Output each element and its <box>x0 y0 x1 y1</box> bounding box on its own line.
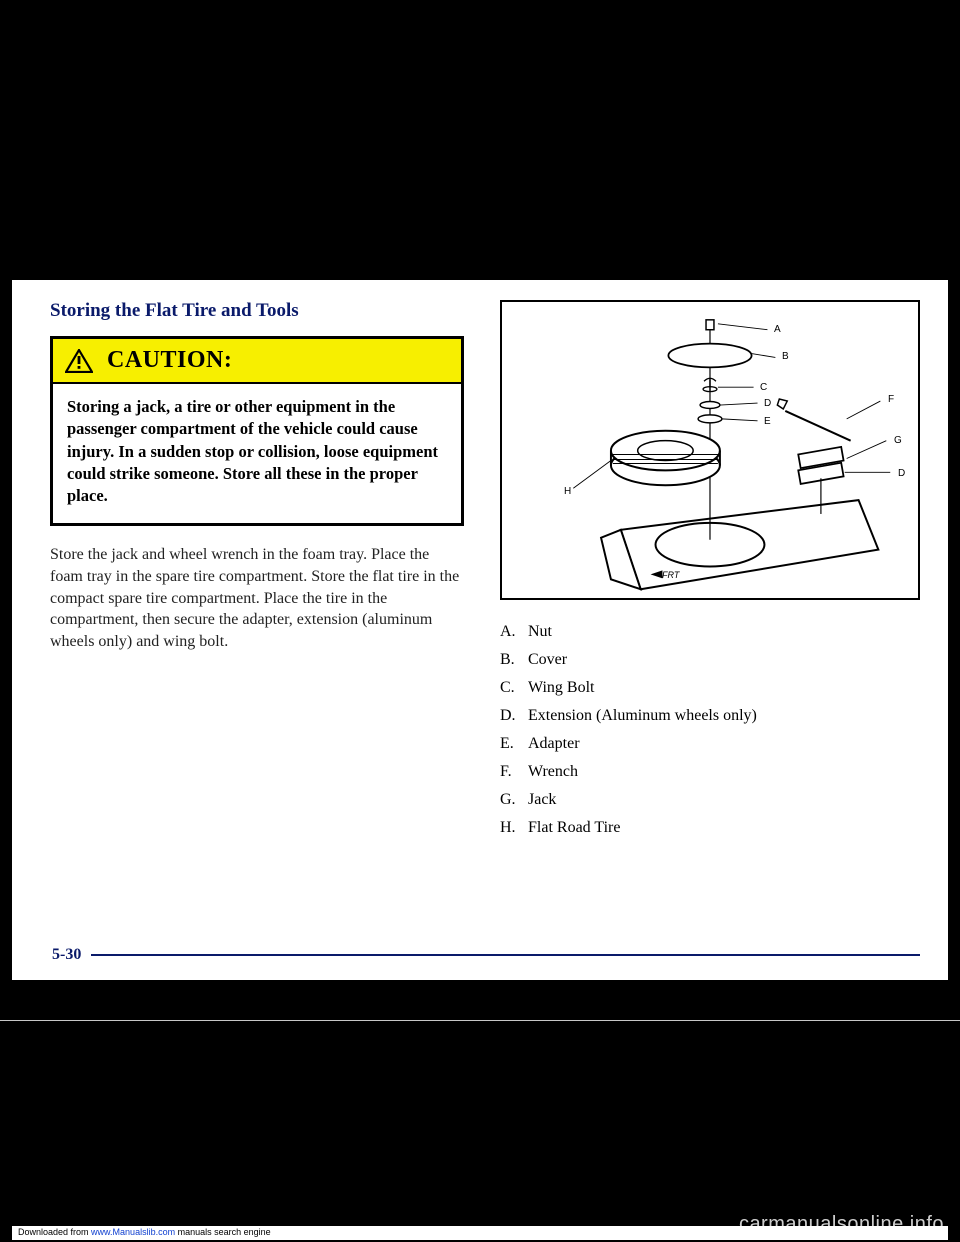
legend-text: Jack <box>528 786 556 814</box>
legend-row: D. Extension (Aluminum wheels only) <box>500 702 920 730</box>
legend-letter: D. <box>500 702 520 730</box>
legend-letter: B. <box>500 646 520 674</box>
legend-letter: A. <box>500 618 520 646</box>
legend-letter: C. <box>500 674 520 702</box>
legend-text: Nut <box>528 618 552 646</box>
diagram-label-H: H <box>564 486 571 497</box>
legend-letter: E. <box>500 730 520 758</box>
diagram-label-E: E <box>764 416 771 427</box>
legend-row: C. Wing Bolt <box>500 674 920 702</box>
caution-body: Storing a jack, a tire or other equipmen… <box>53 384 461 523</box>
legend-row: F. Wrench <box>500 758 920 786</box>
manual-page: Storing the Flat Tire and Tools CAUTION:… <box>12 280 948 980</box>
separator-line <box>0 1020 960 1021</box>
legend-text: Wrench <box>528 758 578 786</box>
download-suffix: manuals search engine <box>175 1227 271 1237</box>
diagram-label-D2: D <box>898 468 905 479</box>
legend-row: B. Cover <box>500 646 920 674</box>
legend-letter: G. <box>500 786 520 814</box>
footer-rule <box>91 954 920 956</box>
left-column: Storing the Flat Tire and Tools CAUTION:… <box>50 300 464 842</box>
legend-letter: F. <box>500 758 520 786</box>
warning-triangle-icon <box>65 349 93 373</box>
legend-row: E. Adapter <box>500 730 920 758</box>
legend-row: H. Flat Road Tire <box>500 814 920 842</box>
legend-row: G. Jack <box>500 786 920 814</box>
legend-text: Cover <box>528 646 567 674</box>
legend-letter: H. <box>500 814 520 842</box>
parts-legend: A. Nut B. Cover C. Wing Bolt D. Extensio… <box>500 618 920 842</box>
diagram-label-F: F <box>888 394 894 405</box>
caution-box: CAUTION: Storing a jack, a tire or other… <box>50 336 464 526</box>
legend-text: Extension (Aluminum wheels only) <box>528 702 757 730</box>
caution-title: CAUTION: <box>107 347 232 374</box>
instruction-paragraph: Store the jack and wheel wrench in the f… <box>50 544 464 652</box>
outer-black-area: Storing the Flat Tire and Tools CAUTION:… <box>0 0 960 1242</box>
legend-text: Wing Bolt <box>528 674 594 702</box>
legend-text: Adapter <box>528 730 580 758</box>
parts-diagram: A B C D E F G D H FRT <box>500 300 920 600</box>
right-column: A B C D E F G D H FRT A. Nut <box>500 300 920 842</box>
download-prefix: Downloaded from <box>18 1227 91 1237</box>
legend-row: A. Nut <box>500 618 920 646</box>
diagram-label-D: D <box>764 398 771 409</box>
diagram-label-A: A <box>774 324 781 335</box>
page-footer: 5-30 <box>52 946 920 964</box>
diagram-label-FRT: FRT <box>662 570 679 580</box>
content-columns: Storing the Flat Tire and Tools CAUTION:… <box>50 300 920 842</box>
section-heading: Storing the Flat Tire and Tools <box>50 300 464 322</box>
legend-text: Flat Road Tire <box>528 814 620 842</box>
download-strip: Downloaded from www.Manualslib.com manua… <box>12 1226 948 1240</box>
page-number: 5-30 <box>52 946 81 964</box>
diagram-svg <box>502 302 918 599</box>
diagram-label-G: G <box>894 435 902 446</box>
diagram-label-B: B <box>782 351 789 362</box>
diagram-label-C: C <box>760 382 767 393</box>
download-link[interactable]: www.Manualslib.com <box>91 1227 175 1237</box>
caution-header: CAUTION: <box>53 339 461 384</box>
download-text: Downloaded from www.Manualslib.com manua… <box>18 1227 271 1237</box>
